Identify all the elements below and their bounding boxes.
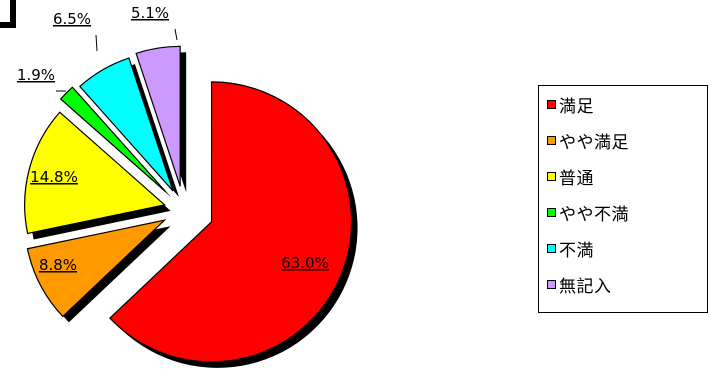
legend-label: 普通 <box>559 168 594 189</box>
pie-slices <box>24 45 353 363</box>
legend-item: やや満足 <box>547 128 629 153</box>
legend-item: 満足 <box>547 92 594 117</box>
legend-item: やや不満 <box>547 200 629 225</box>
legend-item: 普通 <box>547 164 594 189</box>
frame-corner <box>0 0 16 28</box>
leader-lines <box>56 28 178 92</box>
pie-slice <box>24 111 166 235</box>
data-label: 8.8% <box>39 256 77 274</box>
legend: 満足やや満足普通やや不満不満無記入 <box>538 85 708 313</box>
legend-swatch <box>547 243 556 253</box>
pie-slice <box>78 57 174 192</box>
pie-slice <box>109 81 353 363</box>
data-label: 63.0% <box>281 254 329 272</box>
data-labels: 63.0% 8.8% 14.8% 1.9% 6.5% 5.1% <box>17 4 329 274</box>
legend-label: やや不満 <box>559 204 629 225</box>
legend-swatch <box>547 171 556 181</box>
pie-slice <box>135 45 181 187</box>
pie-slice <box>59 86 167 193</box>
leader-line <box>95 34 98 52</box>
legend-swatch <box>547 279 556 289</box>
data-label: 5.1% <box>131 4 169 22</box>
legend-label: 満足 <box>559 96 594 117</box>
data-label: 1.9% <box>17 66 55 84</box>
legend-label: 無記入 <box>559 276 612 297</box>
legend-item: 不満 <box>547 236 594 261</box>
data-label: 14.8% <box>30 168 78 186</box>
legend-label: 不満 <box>559 240 594 261</box>
legend-label: やや満足 <box>559 132 629 153</box>
leader-line <box>174 28 178 41</box>
pie-slice <box>26 219 167 318</box>
legend-swatch <box>547 207 556 217</box>
legend-item: 無記入 <box>547 272 612 297</box>
legend-swatch <box>547 99 556 109</box>
data-label: 6.5% <box>53 10 91 28</box>
legend-swatch <box>547 135 556 145</box>
